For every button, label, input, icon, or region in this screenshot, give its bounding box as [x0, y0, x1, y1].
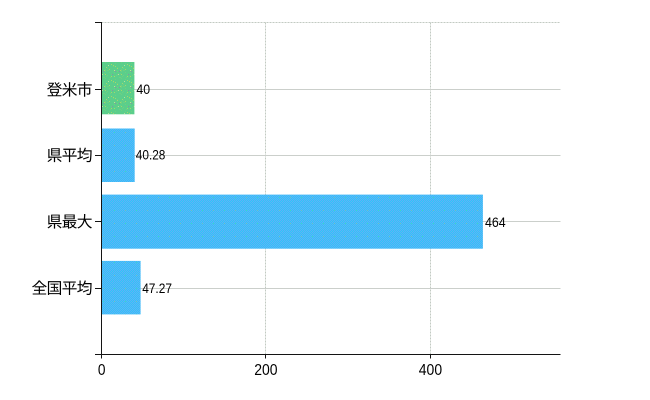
- svg-text:200: 200: [254, 362, 278, 379]
- svg-text:400: 400: [419, 362, 443, 379]
- svg-text:40.28: 40.28: [136, 146, 166, 162]
- svg-text:464: 464: [485, 214, 506, 230]
- svg-text:40: 40: [136, 81, 150, 97]
- svg-text:47.27: 47.27: [142, 280, 172, 296]
- svg-text:0: 0: [98, 362, 106, 379]
